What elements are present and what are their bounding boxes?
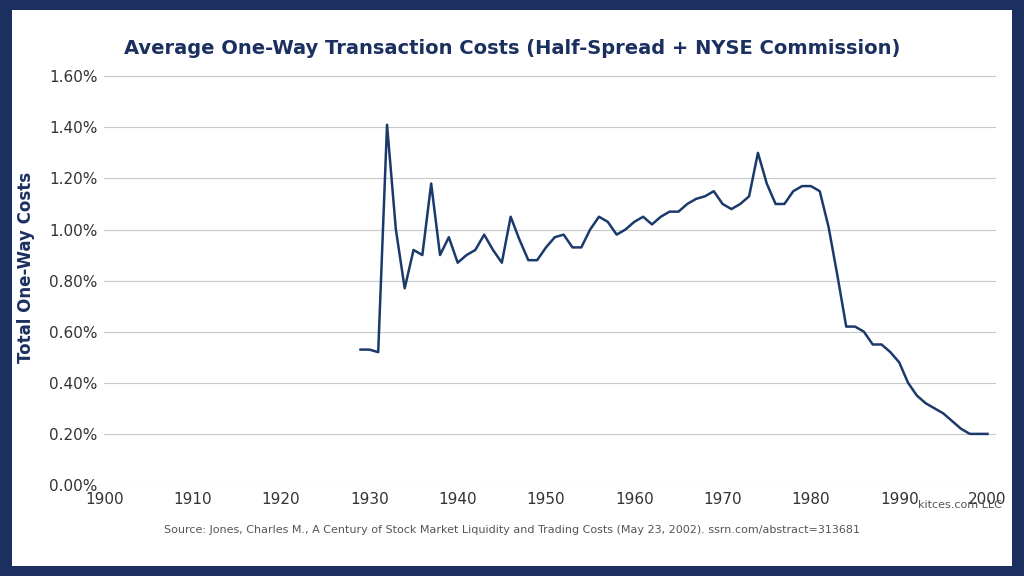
Text: kitces.com LLC: kitces.com LLC — [918, 500, 1001, 510]
Y-axis label: Total One-Way Costs: Total One-Way Costs — [17, 172, 35, 363]
Text: Average One-Way Transaction Costs (Half-Spread + NYSE Commission): Average One-Way Transaction Costs (Half-… — [124, 40, 900, 58]
Text: Source: Jones, Charles M., A Century of Stock Market Liquidity and Trading Costs: Source: Jones, Charles M., A Century of … — [164, 525, 860, 535]
